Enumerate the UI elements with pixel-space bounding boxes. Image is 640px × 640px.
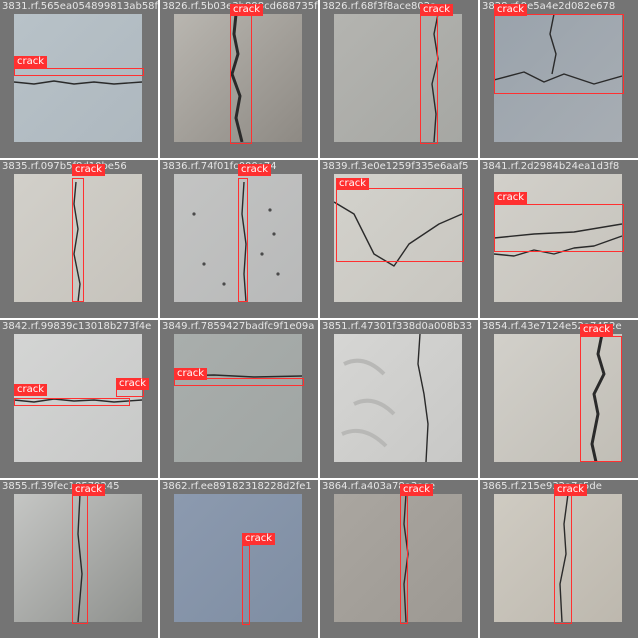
crack-label: crack (420, 4, 453, 16)
crack-label: crack (14, 56, 47, 68)
mosaic-tile: 3851.rf.47301f338d0a008b33 (320, 320, 478, 478)
tile-filename: 3841.rf.2d2984b24ea1d3f8 (482, 161, 619, 172)
mosaic-tile: 3855.rf.39fec18579245 crack (0, 480, 158, 638)
crack-label: crack (494, 192, 527, 204)
mosaic-tile: 3839.rf.3e0e1259f335e6aaf5 crack (320, 160, 478, 318)
mosaic-tile: 3862.rf.ee89182318228d2fe1 crack (160, 480, 318, 638)
crack-photo (14, 334, 142, 462)
mosaic-tile: 3841.rf.2d2984b24ea1d3f8 crack (480, 160, 638, 318)
crack-label: crack (494, 4, 527, 16)
crack-photo (14, 494, 142, 622)
tile-filename: 3851.rf.47301f338d0a008b33 (322, 321, 472, 332)
crack-photo (174, 14, 302, 142)
crack-photo (14, 14, 142, 142)
mosaic-tile: 3842.rf.99839c13018b273f4e crack crack (0, 320, 158, 478)
crack-photo (334, 174, 462, 302)
mosaic-tile: 3831.rf.565ea054899813ab58f crack (0, 0, 158, 158)
mosaic-tile: 3836.rf.74f01fc000a74 crack (160, 160, 318, 318)
crack-label: crack (580, 324, 613, 336)
crack-label: crack (400, 484, 433, 496)
crack-label: crack (174, 368, 207, 380)
crack-photo (174, 494, 302, 622)
crack-label: crack (230, 4, 263, 16)
crack-label: crack (116, 378, 149, 390)
mosaic-tile: 3864.rf.a403a78a3ace crack (320, 480, 478, 638)
mosaic-tile: 3849.rf.7859427badfc9f1e09a crack (160, 320, 318, 478)
crack-photo (174, 174, 302, 302)
tile-filename: 3849.rf.7859427badfc9f1e09a (162, 321, 314, 332)
tile-filename: 3835.rf.097b5f8d10be56 (2, 161, 127, 172)
tile-filename: 3862.rf.ee89182318228d2fe1 (162, 481, 312, 492)
tile-filename: 3831.rf.565ea054899813ab58f (2, 1, 158, 12)
crack-label: crack (336, 178, 369, 190)
crack-photo (334, 494, 462, 622)
crack-photo (494, 334, 622, 462)
mosaic-tile: 3865.rf.215e932a7c5de crack (480, 480, 638, 638)
mosaic-tile: 3826.rf.68f3f8ace802a crack (320, 0, 478, 158)
mosaic-tile: 3828.rf.9e5a4e2d082e678 crack (480, 0, 638, 158)
crack-label: crack (72, 164, 105, 176)
crack-photo (334, 14, 462, 142)
mosaic-tile: 3835.rf.097b5f8d10be56 crack (0, 160, 158, 318)
crack-label: crack (238, 164, 271, 176)
tile-filename: 3842.rf.99839c13018b273f4e (2, 321, 151, 332)
crack-photo (174, 334, 302, 462)
crack-label: crack (554, 484, 587, 496)
crack-label: crack (14, 384, 47, 396)
crack-label: crack (72, 484, 105, 496)
crack-label: crack (242, 533, 275, 545)
crack-photo (494, 494, 622, 622)
mosaic-tile: 3826.rf.5b03e3b898cd688735fcrack (160, 0, 318, 158)
mosaic-tile: 3854.rf.43e7124e52a7452e crack (480, 320, 638, 478)
crack-photo (14, 174, 142, 302)
crack-photo (334, 334, 462, 462)
crack-photo (494, 14, 622, 142)
tile-filename: 3839.rf.3e0e1259f335e6aaf5 (322, 161, 468, 172)
